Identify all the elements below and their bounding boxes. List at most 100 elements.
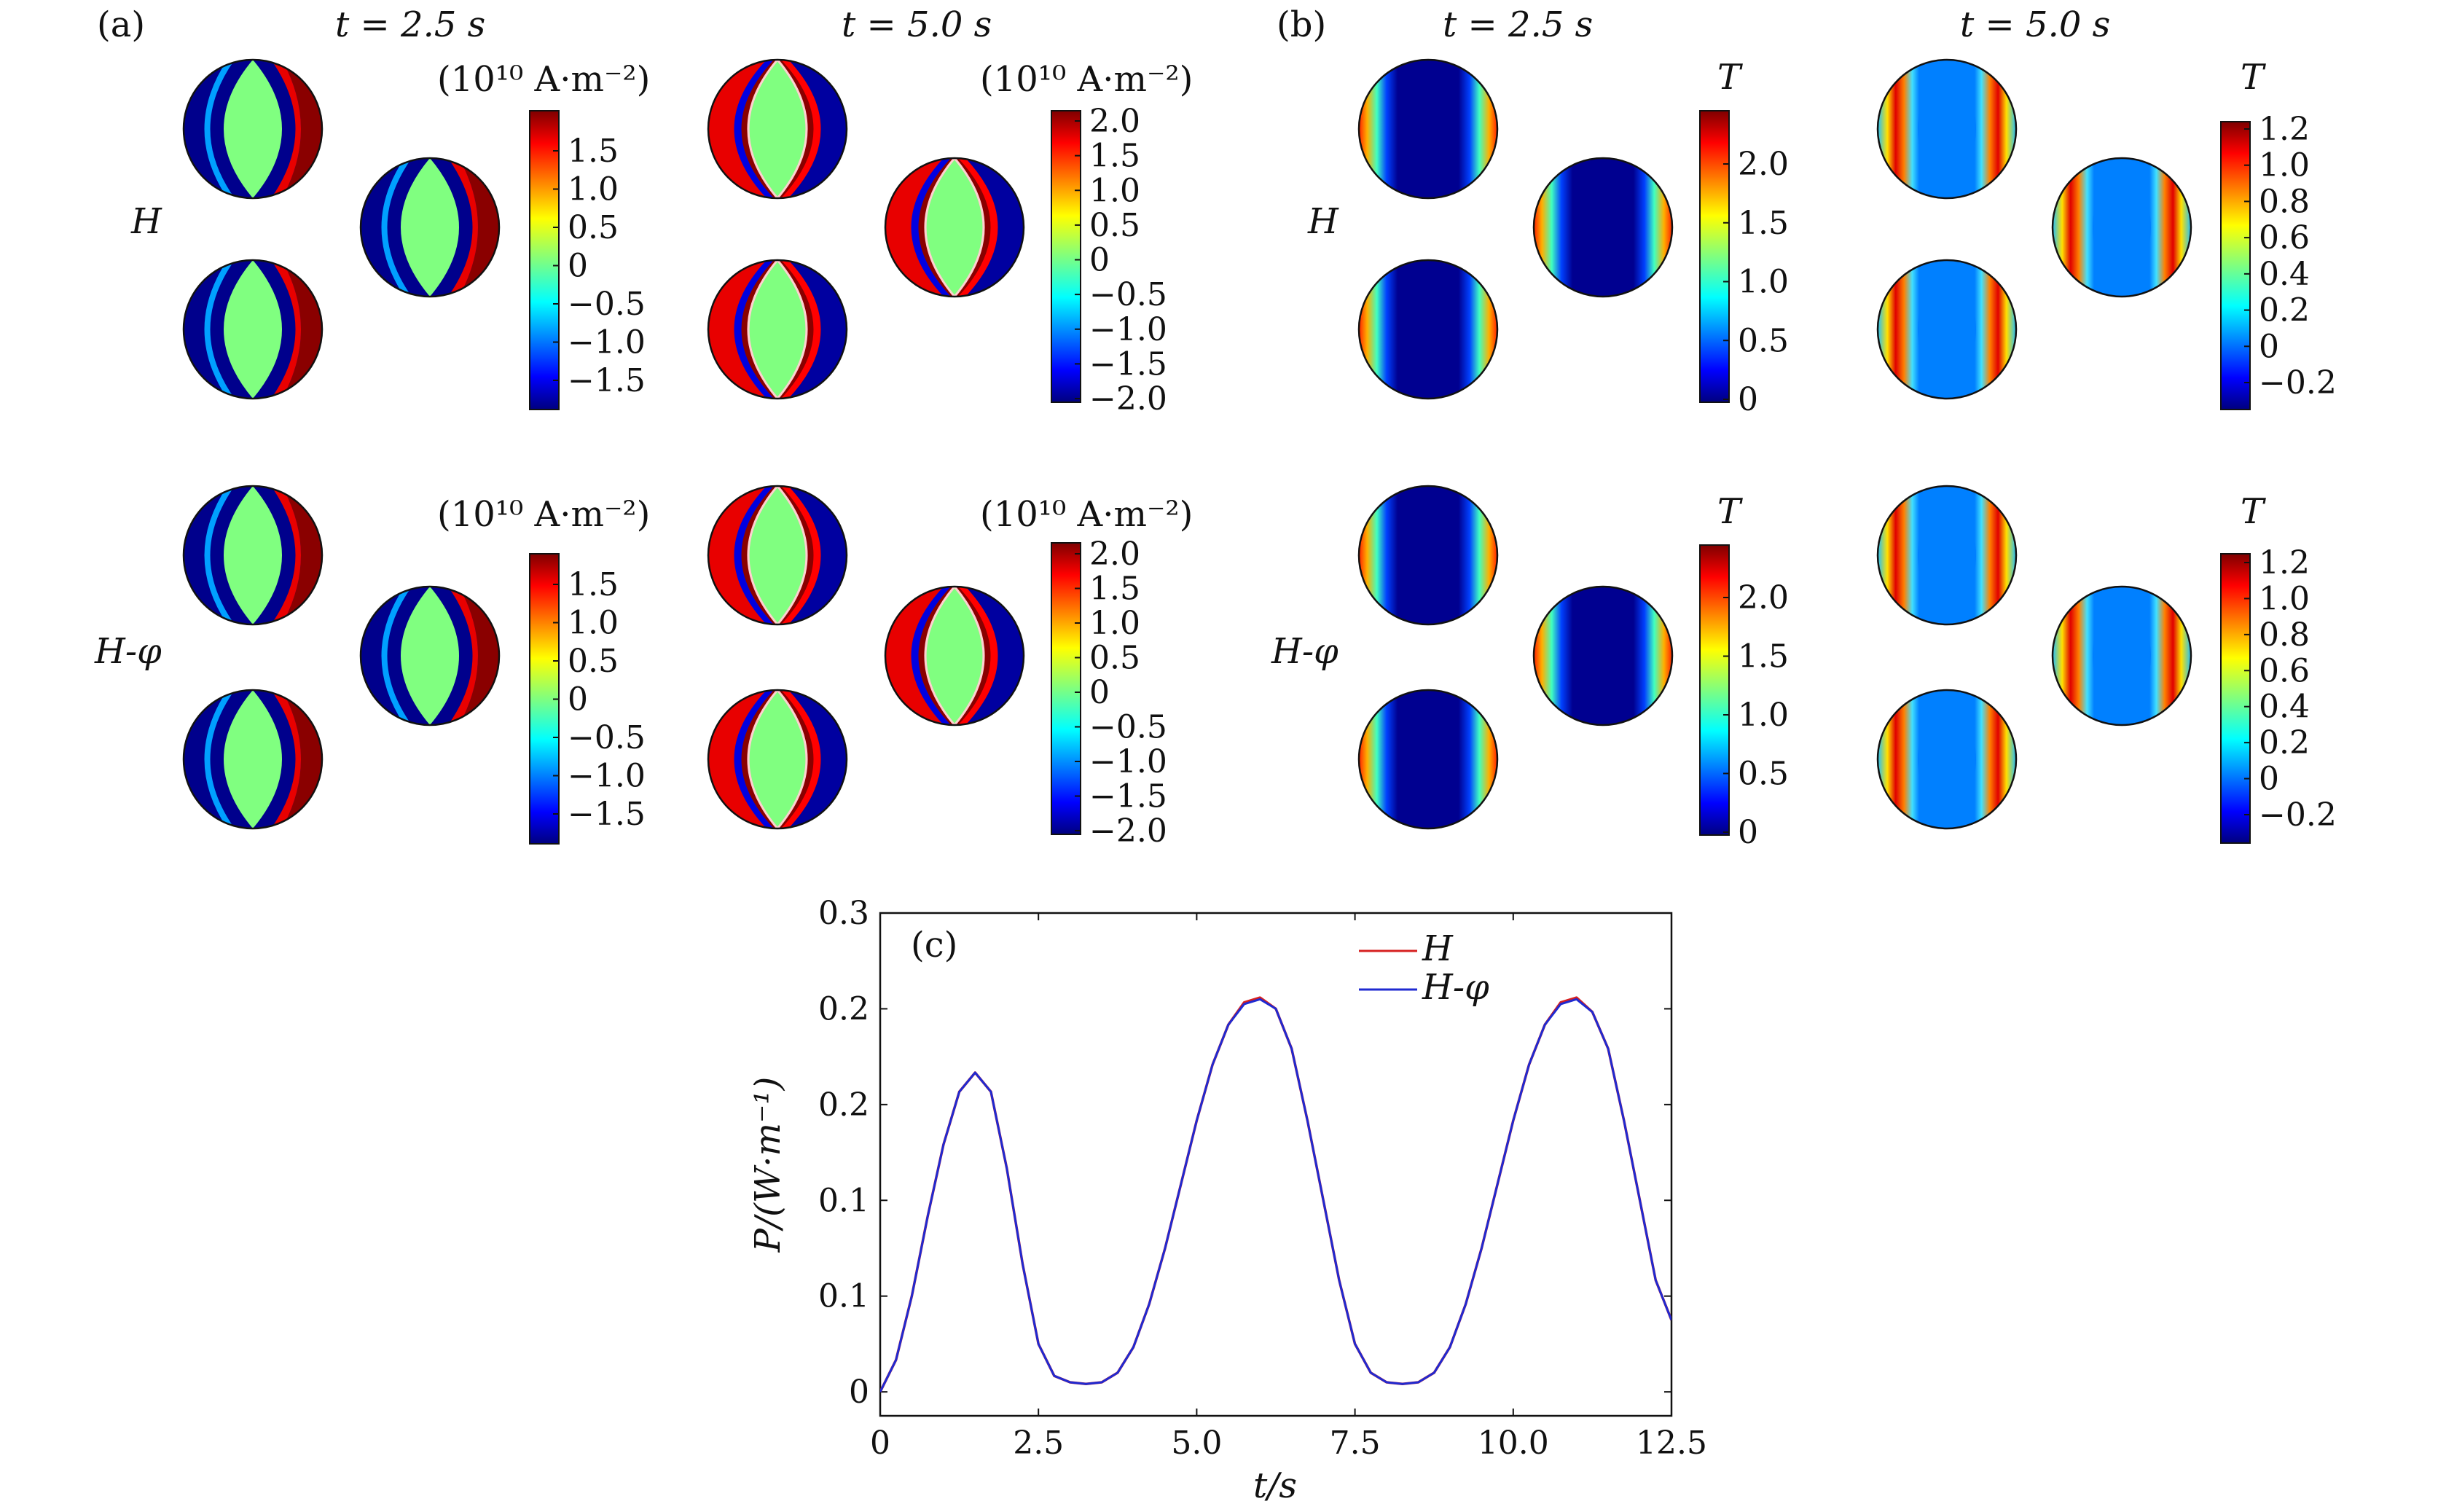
temperature-disk	[2053, 158, 2191, 297]
temperature-disk	[1359, 260, 1497, 399]
colorbar-tick-label: 0.5	[568, 643, 619, 680]
colorbar-tick-label: −0.5	[1089, 709, 1167, 746]
current-disk	[361, 158, 499, 297]
y-tick-label: 0.1	[818, 1278, 869, 1315]
colorbar-ticks: 2.01.51.00.50−0.5−1.0−1.5−2.0	[1075, 103, 1167, 418]
colorbar-tick-label: −1.0	[1089, 311, 1167, 348]
colorbar	[2220, 121, 2251, 410]
unit-label: (10¹⁰ A·m⁻²)	[437, 494, 650, 535]
colorbar-tick-label: 0.5	[568, 209, 619, 246]
current-disk	[885, 158, 1024, 297]
colorbar-tick-label: −2.0	[1089, 380, 1167, 418]
unit-label: (10¹⁰ A·m⁻²)	[437, 59, 650, 100]
series-layer	[880, 996, 1671, 1392]
temperature-disk	[1878, 486, 2016, 624]
colorbar	[1699, 110, 1730, 403]
colorbar-tick-label: 0.4	[2259, 256, 2310, 293]
colorbar-tick-label: 0.6	[2259, 652, 2310, 689]
x-tick-label: 12.5	[1636, 1425, 1707, 1462]
panel-b-label: (b)	[1277, 4, 1326, 45]
colorbar-tick-label: 0.2	[2259, 724, 2310, 761]
colorbar-tick-label: 1.5	[1738, 638, 1789, 675]
colorbar-ticks: 1.21.00.80.60.40.20−0.2	[2244, 544, 2337, 834]
colorbar-tick-label: −1.0	[568, 324, 646, 361]
legend-label-H: H	[1422, 928, 1454, 969]
colorbar	[529, 110, 560, 410]
panel-a-time-2: t = 5.0 s	[842, 4, 992, 45]
panel-b-row-Hphi: H-φ	[1271, 631, 1338, 672]
colorbar-tick-label: 0	[568, 248, 588, 285]
colorbar-tick-label: 1.0	[1738, 697, 1789, 734]
colorbar-tick-label: −0.5	[568, 286, 646, 323]
legend: H H-φ	[1359, 928, 1489, 1008]
temperature-disk	[1359, 60, 1497, 198]
panel-b-time-1: t = 2.5 s	[1443, 4, 1593, 45]
temperature-disk	[1878, 690, 2016, 829]
panel-c-label: (c)	[911, 925, 957, 965]
colorbar-tick-label: 1.0	[1089, 605, 1140, 642]
current-disk	[708, 486, 847, 624]
x-tick-label: 10.0	[1478, 1425, 1549, 1462]
current-disk	[184, 260, 322, 399]
y-ticks: 0 0.1 0.1 0.2 0.2 0.3	[818, 895, 1671, 1411]
colorbar-tick-label: 1.5	[1089, 138, 1140, 175]
x-tick-label: 2.5	[1013, 1425, 1064, 1462]
panel-c-chart: (c) 0 2.5 5.0 7.5 10.0 12.5 00.10.10.20.20.3 …	[748, 895, 1707, 1506]
colorbar-tick-label: 0	[568, 681, 588, 718]
unit-label-T: T	[1717, 57, 1743, 98]
colorbar-tick-label: 2.0	[1738, 146, 1789, 183]
colorbar-tick-label: −1.5	[1089, 778, 1167, 815]
colorbar-tick-label: −1.5	[568, 362, 646, 399]
colorbar	[1051, 110, 1081, 403]
temperature-disk	[1359, 690, 1497, 829]
colorbar-tick-label: −1.0	[568, 758, 646, 795]
colorbar-tick-label: 0.5	[1089, 640, 1140, 677]
colorbar-tick-label: 1.0	[2259, 147, 2310, 184]
colorbar-ticks: 1.51.00.50−0.5−1.0−1.5	[553, 133, 646, 399]
colorbar-tick-label: 0.6	[2259, 219, 2310, 256]
colorbar-tick-label: 1.0	[568, 171, 619, 208]
colorbar-tick-label: 0.8	[2259, 616, 2310, 654]
x-tick-label: 5.0	[1171, 1425, 1222, 1462]
colorbar-tick-label: −0.2	[2259, 364, 2337, 401]
colorbar-tick-label: 0.4	[2259, 689, 2310, 726]
panel-a-row-Hphi: H-φ	[94, 631, 162, 672]
colorbar-tick-label: −1.5	[568, 796, 646, 833]
y-tick-label: 0	[849, 1374, 869, 1411]
x-axis-label: t/s	[1253, 1465, 1297, 1506]
x-tick-label: 0	[870, 1425, 890, 1462]
colorbar-tick-label: 1.0	[568, 605, 619, 642]
panel-a-row-H: H	[130, 201, 162, 242]
legend-label-Hphi: H-φ	[1422, 967, 1489, 1008]
panel-a-label: (a)	[97, 4, 145, 45]
panel-a-time-1: t = 2.5 s	[335, 4, 485, 45]
colorbar-tick-label: 0.2	[2259, 292, 2310, 329]
colorbar-tick-label: −2.0	[1089, 812, 1167, 850]
unit-label: (10¹⁰ A·m⁻²)	[980, 59, 1193, 100]
colorbar-tick-label: 1.5	[568, 566, 619, 603]
colorbar-ticks: 1.21.00.80.60.40.20−0.2	[2244, 111, 2337, 401]
current-disk	[184, 486, 322, 624]
panel-a: (a) t = 2.5 s t = 5.0 s H H-φ (10¹⁰ A·m⁻…	[94, 4, 1193, 850]
colorbar-tick-label: −0.5	[568, 719, 646, 756]
plot-frame	[879, 912, 1673, 1417]
temperature-disk	[1534, 158, 1672, 297]
x-tick-label: 7.5	[1330, 1425, 1381, 1462]
colorbar-tick-label: −0.2	[2259, 796, 2337, 834]
panel-b: (b) t = 2.5 s t = 5.0 s H H-φ T 2.0 1.5 1.…	[1271, 4, 2337, 851]
colorbar-tick-label: 1.0	[1738, 264, 1789, 301]
colorbar-tick-label: −1.5	[1089, 345, 1167, 383]
colorbar-tick-label: 0	[1738, 814, 1758, 851]
colorbar-tick-label: 0.5	[1738, 756, 1789, 793]
temperature-disk	[2053, 587, 2191, 725]
colorbar-tick-label: 0	[2259, 761, 2279, 798]
colorbar-tick-label: 0.8	[2259, 183, 2310, 220]
colorbar-ticks: 2.01.51.00.50−0.5−1.0−1.5−2.0	[1075, 536, 1167, 850]
current-disk	[885, 587, 1024, 725]
colorbar-tick-label: 0	[1089, 674, 1110, 711]
panel-b-row-H: H	[1307, 201, 1339, 242]
y-tick-label: 0.1	[818, 1182, 869, 1219]
current-disk	[708, 260, 847, 399]
unit-label: (10¹⁰ A·m⁻²)	[980, 494, 1193, 535]
